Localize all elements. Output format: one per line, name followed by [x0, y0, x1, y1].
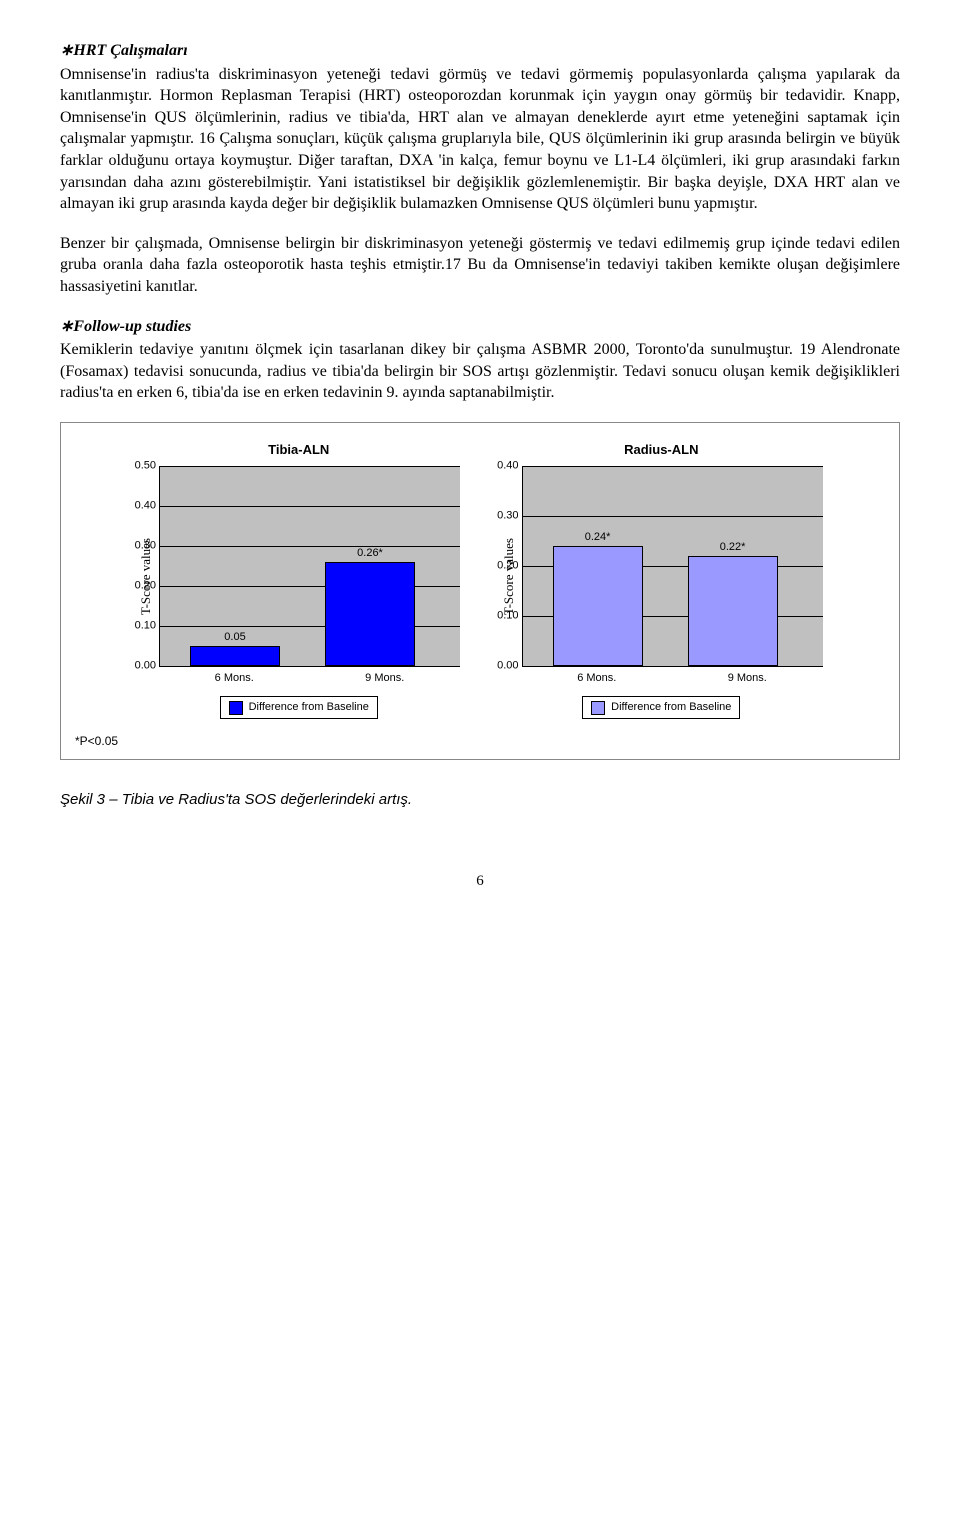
gridline [160, 666, 460, 667]
xtick: 6 Mons. [577, 671, 616, 686]
ytick: 0.00 [135, 659, 160, 674]
gridline [160, 586, 460, 587]
chart-title: Tibia-ALN [268, 441, 329, 459]
ytick: 0.10 [135, 619, 160, 634]
chart-bar: 0.05 [190, 646, 280, 666]
bar-value-label: 0.26* [357, 547, 383, 562]
legend-label: Difference from Baseline [249, 700, 369, 715]
y-axis-label: T-Score values [500, 538, 518, 615]
bar-value-label: 0.05 [224, 631, 245, 646]
charts-container: Tibia-ALN T-Score values 0.00 0.10 0.20 0.3… [60, 422, 900, 760]
bar-value-label: 0.24* [585, 531, 611, 546]
ytick: 0.40 [497, 459, 522, 474]
paragraph-hrt: Omnisense'in radius'ta diskriminasyon ye… [60, 64, 900, 215]
chart-footnote: *P<0.05 [75, 733, 885, 749]
xtick: 9 Mons. [728, 671, 767, 686]
ytick: 0.00 [497, 659, 522, 674]
chart-bar: 0.26* [325, 562, 415, 666]
gridline [523, 516, 823, 517]
paragraph-followup: Kemiklerin tedaviye yanıtını ölçmek için… [60, 339, 900, 404]
ytick: 0.30 [135, 539, 160, 554]
chart-radius: Radius-ALN T-Score values 0.00 0.10 0.20 0.… [500, 441, 823, 719]
ytick: 0.20 [135, 579, 160, 594]
ytick: 0.40 [135, 499, 160, 514]
chart-bar: 0.22* [688, 556, 778, 666]
chart-tibia: Tibia-ALN T-Score values 0.000.100.200.3… [137, 441, 460, 719]
xtick: 9 Mons. [365, 671, 404, 686]
chart-title: Radius-ALN [624, 441, 698, 459]
section-title-hrt: ∗HRT Çalışmaları [60, 40, 900, 62]
gridline [160, 626, 460, 627]
paragraph-similar-study: Benzer bir çalışmada, Omnisense belirgin… [60, 233, 900, 298]
x-axis-ticks: 6 Mons. 9 Mons. [522, 671, 823, 686]
chart-bar: 0.24* [553, 546, 643, 666]
gridline [160, 506, 460, 507]
plot-area: 0.000.100.200.300.400.24*0.22* [522, 466, 823, 667]
charts-row: Tibia-ALN T-Score values 0.00 0.10 0.20 0.3… [75, 441, 885, 719]
bar-value-label: 0.22* [720, 541, 746, 556]
chart-legend: Difference from Baseline [582, 696, 740, 719]
x-axis-ticks: 6 Mons. 9 Mons. [159, 671, 460, 686]
plot-area: 0.000.100.200.300.400.500.050.26* [159, 466, 460, 667]
ytick: 0.30 [497, 509, 522, 524]
legend-swatch [229, 701, 243, 715]
gridline [160, 546, 460, 547]
legend-swatch [591, 701, 605, 715]
page-number: 6 [60, 871, 900, 891]
ytick: 0.20 [497, 559, 522, 574]
gridline [160, 466, 460, 467]
legend-label: Difference from Baseline [611, 700, 731, 715]
section-title-followup: ∗Follow-up studies [60, 316, 900, 338]
xtick: 6 Mons. [215, 671, 254, 686]
gridline [523, 666, 823, 667]
ytick: 0.10 [497, 609, 522, 624]
gridline [523, 466, 823, 467]
ytick: 0.50 [135, 459, 160, 474]
chart-legend: Difference from Baseline [220, 696, 378, 719]
figure-caption: Şekil 3 – Tibia ve Radius'ta SOS değerle… [60, 790, 900, 810]
